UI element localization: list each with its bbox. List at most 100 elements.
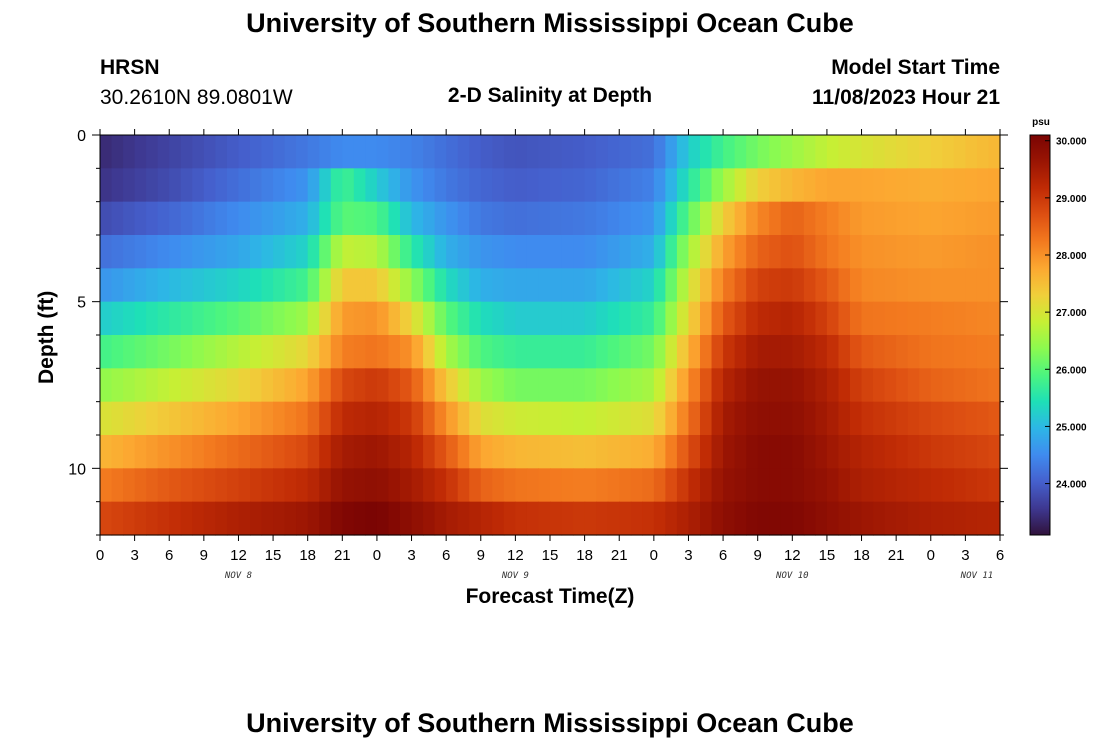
heatmap-cell [157,135,170,169]
heatmap-cell [411,501,424,536]
heatmap-cell [630,401,643,436]
heatmap-cell [365,335,378,369]
heatmap-cell [850,168,863,203]
heatmap-cell [607,501,620,536]
heatmap-cell [146,368,159,403]
heatmap-cell [111,268,124,303]
heatmap-cell [619,401,632,436]
heatmap-cell [907,235,920,269]
heatmap-cell [492,168,505,203]
heatmap-cell [653,168,666,203]
heatmap-cell [780,368,793,403]
heatmap-cell [330,435,343,469]
heatmap-cell [111,401,124,436]
heatmap-cell [734,335,747,369]
heatmap-cell [711,301,724,336]
heatmap-cell [850,235,863,269]
heatmap-cell [261,201,274,236]
heatmap-cell [330,235,343,269]
heatmap-cell [953,235,966,269]
heatmap-cell [157,468,170,503]
heatmap-cell [803,401,816,436]
heatmap-cell [100,268,113,303]
heatmap-cell [630,435,643,469]
heatmap-cell [446,201,459,236]
x-tick-label: 18 [853,547,870,564]
heatmap-cell [584,335,597,369]
colorbar [1029,134,1051,536]
heatmap-cell [584,301,597,336]
heatmap-cell [215,235,228,269]
heatmap-cell [146,301,159,336]
heatmap-cell [503,401,516,436]
heatmap-cell [134,135,147,169]
heatmap-cell [873,268,886,303]
heatmap-cell [884,401,897,436]
heatmap-cell [942,168,955,203]
heatmap-cell [826,435,840,469]
colorbar-tick-label: 25.000 [1056,422,1087,433]
heatmap-cell [815,135,828,169]
heatmap-cell [642,335,655,369]
heatmap-cell [330,335,343,369]
heatmap-cell [700,435,713,469]
heatmap-cell [330,501,343,536]
heatmap-cell [757,268,770,303]
heatmap-cell [850,335,863,369]
heatmap-cell [250,301,263,336]
heatmap-cell [596,335,609,369]
page-title-bottom: University of Southern Mississippi Ocean… [246,708,854,738]
heatmap-cell [365,168,378,203]
heatmap-cell [180,201,193,236]
heatmap-cell [434,435,447,469]
heatmap-cell [457,335,470,369]
x-tick-label: 21 [611,547,628,564]
heatmap-cell [757,501,770,536]
heatmap-cell [561,235,574,269]
heatmap-cell [838,168,851,203]
heatmap-cell [330,301,343,336]
heatmap-cell [515,201,528,236]
heatmap-cell [261,268,274,303]
heatmap-cell [584,501,597,536]
heatmap-cell [976,401,990,436]
heatmap-cell [965,301,978,336]
heatmap-cell [642,135,655,169]
heatmap-cell [642,268,655,303]
heatmap-cell [746,335,759,369]
heatmap-cell [284,468,297,503]
heatmap-cell [930,135,943,169]
heatmap-cell [434,268,447,303]
heatmap-cell [965,501,978,536]
heatmap-cell [180,401,193,436]
heatmap-cell [319,235,332,269]
heatmap-cell [884,168,897,203]
heatmap-cell [515,368,528,403]
heatmap-cell [826,368,840,403]
heatmap-cell [780,335,793,369]
heatmap-cell [826,501,840,536]
heatmap-cell [700,301,713,336]
heatmap-cell [919,201,932,236]
heatmap-cell [550,235,563,269]
heatmap-cell [930,301,943,336]
heatmap-cell [826,235,840,269]
station-id: HRSN [100,56,160,79]
heatmap-cell [723,301,736,336]
heatmap-cell [284,168,297,203]
heatmap-cell [988,368,1001,403]
heatmap-cell [469,435,482,469]
heatmap-cell [434,335,447,369]
heatmap-cell [261,368,274,403]
heatmap-cell [792,168,805,203]
heatmap-cell [688,335,701,369]
heatmap-cell [896,301,909,336]
y-tick-label: 0 [77,128,86,145]
heatmap-cell [792,435,805,469]
heatmap-cell [919,435,932,469]
heatmap-cell [411,301,424,336]
heatmap-cell [203,468,216,503]
heatmap-cell [538,335,551,369]
heatmap-cell [642,168,655,203]
heatmap-cell [307,501,320,536]
